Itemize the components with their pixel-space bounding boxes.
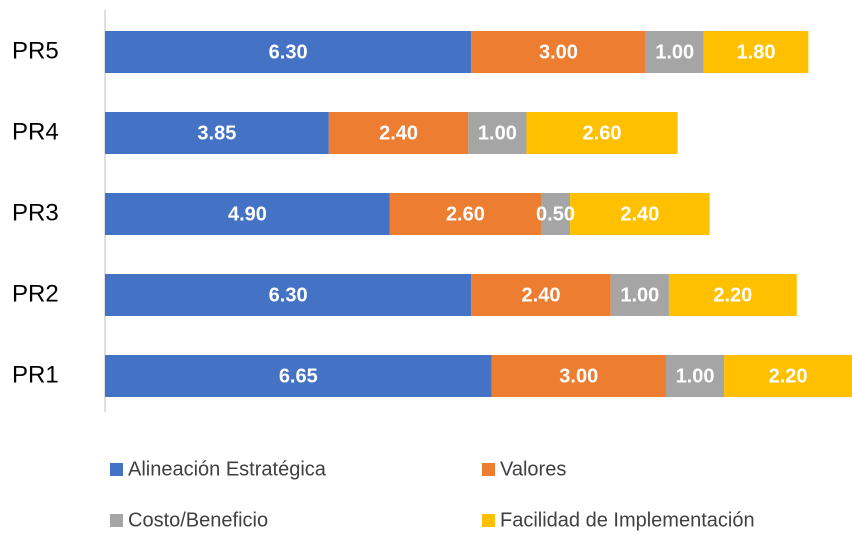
bar-segment xyxy=(724,355,852,397)
data-label: 3.00 xyxy=(559,365,598,387)
data-label: 1.80 xyxy=(737,41,776,63)
data-label: 3.00 xyxy=(539,41,578,63)
data-label: 1.00 xyxy=(676,365,715,387)
legend-swatch xyxy=(110,514,123,527)
bar-segment xyxy=(105,193,390,235)
data-label: 1.00 xyxy=(655,41,694,63)
category-label: PR1 xyxy=(12,361,59,388)
legend-swatch xyxy=(482,514,495,527)
legend-label: Facilidad de Implementación xyxy=(500,509,755,531)
data-label: 6.65 xyxy=(279,365,318,387)
legend-label: Valores xyxy=(500,458,566,480)
bar-segment xyxy=(105,274,472,316)
data-label: 0.50 xyxy=(536,203,575,225)
category-label: PR3 xyxy=(12,199,59,226)
bar-segment xyxy=(491,355,666,397)
bar-segment xyxy=(570,193,710,235)
bar-segment xyxy=(645,31,704,73)
data-label: 4.90 xyxy=(228,203,267,225)
bar-segment xyxy=(389,193,541,235)
data-label: 2.40 xyxy=(522,284,561,306)
category-label: PR4 xyxy=(12,118,59,145)
bar-segment xyxy=(328,112,469,154)
data-label: 3.85 xyxy=(197,122,236,144)
legend-swatch xyxy=(110,463,123,476)
bar-segment xyxy=(471,274,611,316)
bar-segment xyxy=(468,112,527,154)
data-label: 6.30 xyxy=(269,41,308,63)
data-label: 2.20 xyxy=(769,365,808,387)
bar-segment xyxy=(105,112,329,154)
bar-segment xyxy=(471,31,646,73)
legend-label: Costo/Beneficio xyxy=(128,509,268,531)
data-label: 2.20 xyxy=(713,284,752,306)
bar-segment xyxy=(610,274,669,316)
legend-swatch xyxy=(482,463,495,476)
bar-segment xyxy=(526,112,678,154)
bar-segment xyxy=(703,31,809,73)
bar-segment xyxy=(105,31,472,73)
data-label: 2.40 xyxy=(379,122,418,144)
data-label: 1.00 xyxy=(620,284,659,306)
bar-segment xyxy=(540,193,571,235)
data-label: 2.40 xyxy=(620,203,659,225)
bar-segment xyxy=(665,355,725,397)
category-label: PR5 xyxy=(12,37,59,64)
data-label: 2.60 xyxy=(446,203,485,225)
data-label: 2.60 xyxy=(583,122,622,144)
bar-segment xyxy=(105,355,492,397)
data-label: 6.30 xyxy=(269,284,308,306)
legend-label: Alineación Estratégica xyxy=(128,458,327,480)
bar-segment xyxy=(668,274,797,316)
data-label: 1.00 xyxy=(478,122,517,144)
category-label: PR2 xyxy=(12,280,59,307)
